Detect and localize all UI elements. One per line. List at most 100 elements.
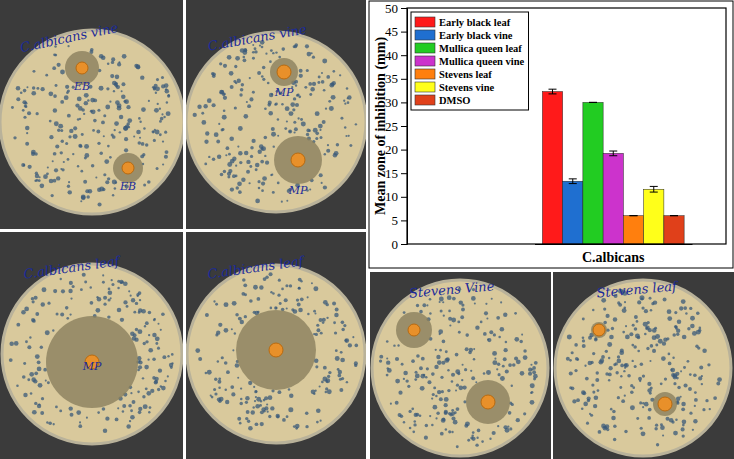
colony-dot — [123, 126, 128, 131]
colony-dot — [497, 425, 499, 427]
colony-dot — [40, 87, 44, 91]
colony-dot — [79, 421, 81, 423]
colony-dot — [271, 127, 275, 131]
colony-dot — [26, 86, 28, 88]
colony-dot — [668, 362, 672, 366]
colony-dot — [165, 89, 170, 94]
colony-dot — [314, 312, 316, 314]
colony-dot — [147, 180, 151, 184]
colony-dot — [121, 82, 125, 86]
colony-dot — [670, 369, 672, 371]
colony-dot — [54, 54, 57, 57]
error-line — [613, 151, 614, 156]
colony-dot — [68, 135, 71, 138]
colony-dot — [349, 144, 352, 147]
colony-dot — [439, 349, 442, 352]
colony-dot — [47, 166, 49, 168]
colony-dot — [694, 398, 698, 402]
colony-dot — [325, 378, 330, 383]
colony-dot — [634, 327, 638, 331]
colony-dot — [297, 94, 300, 97]
colony-dot — [594, 395, 599, 400]
colony-dot — [294, 45, 297, 48]
x-axis-line — [535, 244, 692, 245]
colony-dot — [716, 382, 720, 386]
colony-dot — [156, 167, 159, 170]
colony-dot — [65, 85, 69, 89]
colony-dot — [606, 428, 609, 431]
colony-dot — [532, 370, 536, 374]
colony-dot — [290, 102, 295, 107]
colony-dot — [247, 420, 250, 423]
colony-dot — [57, 129, 60, 132]
colony-dot — [218, 323, 222, 327]
colony-dot — [136, 130, 141, 135]
colony-dot — [267, 103, 271, 107]
colony-dot — [90, 286, 92, 288]
colony-dot — [327, 375, 330, 378]
colony-dot — [591, 383, 594, 386]
legend-item: Early black leaf — [415, 17, 511, 28]
colony-dot — [455, 353, 459, 357]
colony-dot — [123, 300, 127, 304]
colony-dot — [679, 306, 683, 310]
colony-dot — [152, 333, 157, 338]
colony-dot — [650, 386, 653, 389]
colony-dot — [40, 411, 44, 415]
colony-dot — [43, 174, 48, 179]
colony-dot — [138, 291, 142, 295]
colony-dot — [64, 95, 69, 100]
colony-dot — [514, 312, 517, 315]
colony-dot — [257, 297, 261, 301]
colony-dot — [271, 132, 276, 137]
colony-dot — [345, 135, 347, 137]
colony-dot — [136, 64, 141, 69]
colony-dot — [637, 336, 640, 339]
colony-dot — [84, 280, 87, 283]
disc-label: MP — [274, 86, 294, 99]
colony-dot — [397, 344, 399, 346]
colony-dot — [139, 137, 141, 139]
y-tick-label: 50 — [385, 1, 398, 16]
colony-dot — [320, 332, 323, 335]
photo-label: C.albicans leaf — [206, 253, 306, 282]
colony-dot — [692, 429, 694, 431]
colony-dot — [632, 324, 635, 327]
colony-dot — [70, 413, 74, 417]
colony-dot — [221, 356, 224, 359]
colony-dot — [56, 312, 59, 315]
y-tick: 25 — [385, 119, 407, 134]
colony-texture — [379, 288, 538, 449]
colony-dot — [412, 430, 415, 433]
colony-dot — [32, 410, 37, 415]
error-bar — [630, 215, 638, 216]
colony-dot — [689, 307, 692, 310]
colony-dot — [586, 422, 589, 425]
colony-dot — [249, 77, 251, 79]
colony-dot — [434, 365, 438, 369]
colony-dot — [456, 407, 460, 411]
colony-dot — [667, 316, 672, 321]
x-axis: C.albicans — [535, 244, 692, 265]
colony-dot — [53, 94, 57, 98]
colony-dot — [635, 334, 640, 339]
colony-dot — [299, 69, 303, 73]
colony-dot — [229, 71, 234, 76]
colony-dot — [34, 402, 37, 405]
colony-dot — [444, 410, 448, 414]
colony-dot — [282, 418, 286, 422]
legend-item: Stevens leaf — [415, 69, 492, 80]
colony-dot — [277, 118, 280, 121]
colony-dot — [256, 397, 261, 402]
colony-dot — [67, 114, 71, 118]
colony-dot — [60, 168, 62, 170]
colony-dot — [386, 360, 390, 364]
colony-dot — [110, 297, 112, 299]
legend-item: Early black vine — [415, 30, 513, 41]
colony-dot — [505, 341, 508, 344]
bar — [542, 92, 562, 244]
colony-dot — [55, 84, 58, 87]
colony-dot — [639, 401, 642, 404]
colony-dot — [260, 147, 263, 150]
colony-dot — [67, 158, 70, 161]
